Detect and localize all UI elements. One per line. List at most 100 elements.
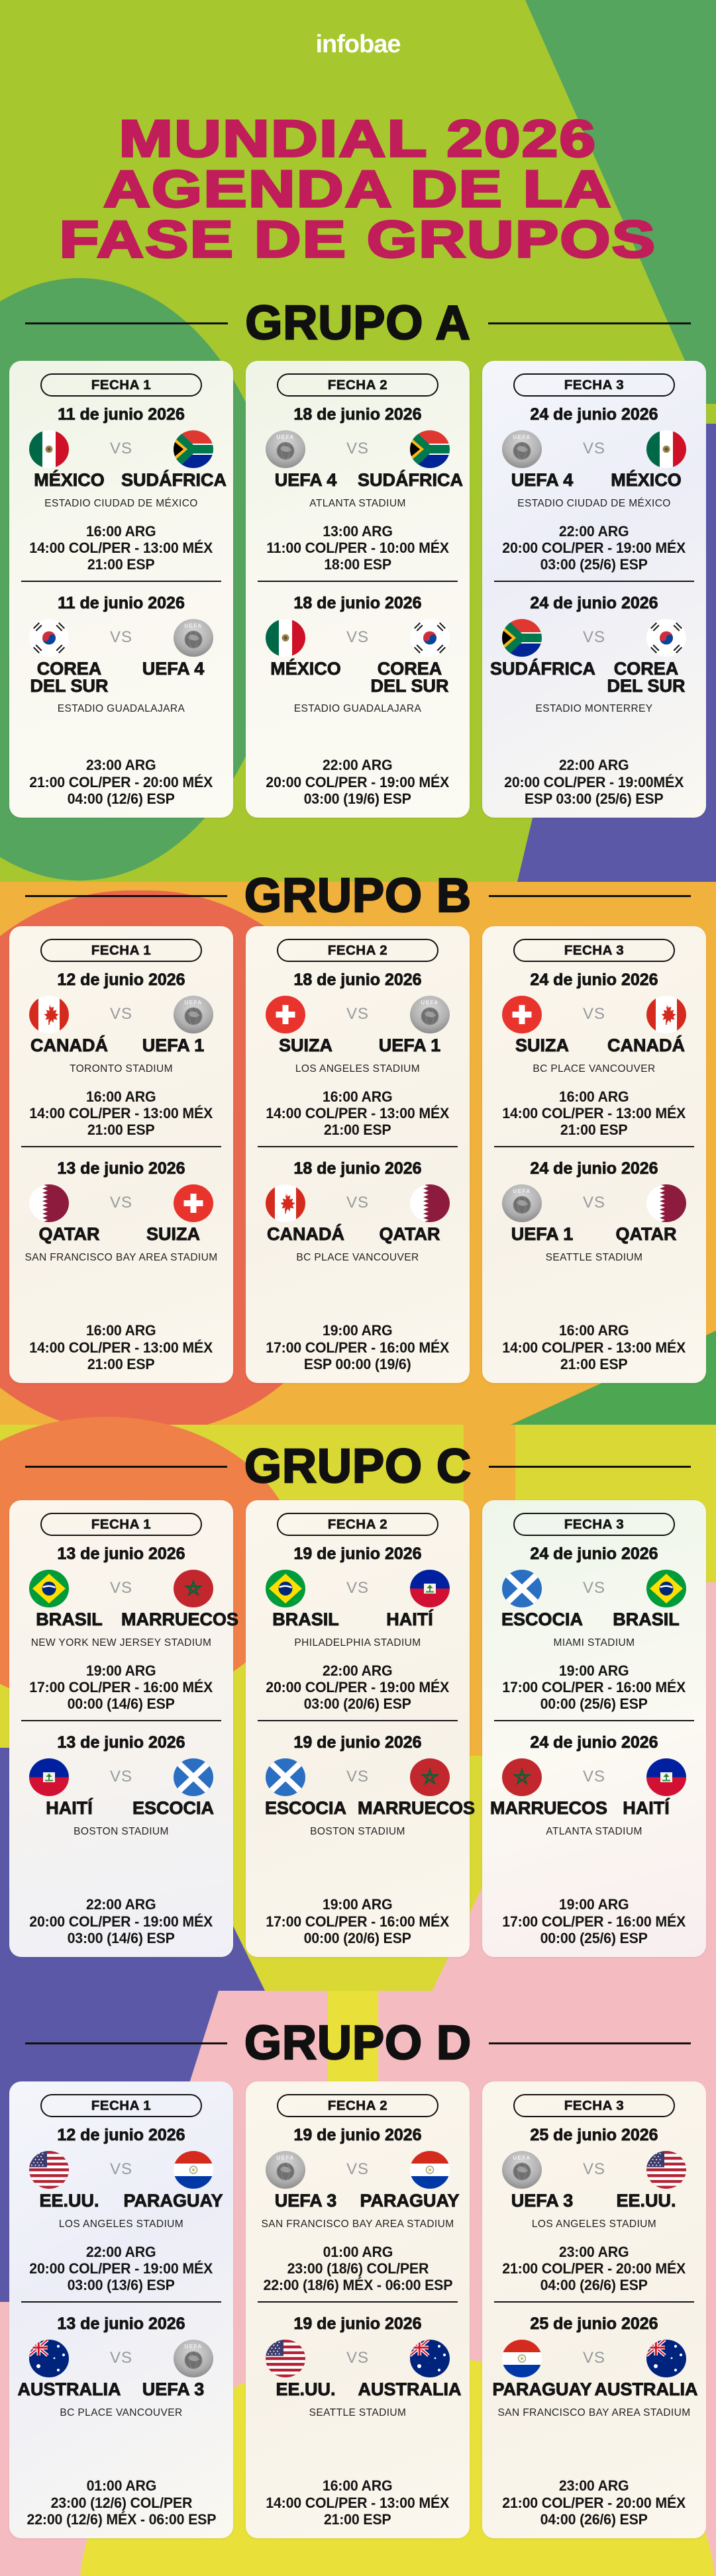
- time-line: 23:00 ARG: [559, 2477, 629, 2495]
- match-date: 24 de junio 2026: [530, 1733, 658, 1752]
- vs-label: VS: [109, 1768, 132, 1786]
- vs-label: VS: [346, 1194, 369, 1212]
- time-line: 22:00 ARG: [86, 2243, 156, 2260]
- team-name: ESCOCIA: [264, 1798, 347, 1819]
- time-line: 19:00 ARG: [86, 1662, 156, 1679]
- flag-australia-icon: [409, 2339, 450, 2377]
- flag-row: VS: [490, 2339, 698, 2377]
- time-line: 17:00 COL/PER - 16:00 MÉX: [502, 1678, 686, 1695]
- team-names: EE.UU. AUSTRALIA: [254, 2379, 462, 2400]
- time-line: 20:00 COL/PER - 19:00 MÉX: [266, 773, 450, 790]
- time-line: 16:00 ARG: [86, 1088, 156, 1105]
- fecha-label: FECHA 2: [327, 377, 388, 393]
- stadium-name: ATLANTA STADIUM: [309, 497, 406, 509]
- flag-canada-icon: [646, 995, 686, 1033]
- time-line: 20:00 COL/PER - 19:00 MÉX: [502, 539, 686, 556]
- team-name: AUSTRALIA: [358, 2379, 462, 2400]
- fecha-label: FECHA 1: [91, 2097, 152, 2113]
- stadium-name: TORONTO STADIUM: [70, 1063, 173, 1074]
- match-times: 16:00 ARG 14:00 COL/PER - 13:00 MÉX 21:0…: [30, 523, 213, 573]
- time-line: 22:00 (18/6) MÉX - 06:00 ESP: [263, 2277, 452, 2294]
- match-divider: [494, 1146, 694, 1148]
- flag-brazil-icon: [266, 1569, 305, 1607]
- flag-scotland-icon: [502, 1569, 542, 1607]
- time-line: 21:00 COL/PER - 20:00 MÉX: [29, 773, 213, 790]
- vs-label: VS: [582, 1005, 605, 1023]
- match-times: 01:00 ARG 23:00 (12/6) COL/PER 22:00 (12…: [26, 2477, 216, 2528]
- svg-text:UEFA: UEFA: [276, 434, 294, 440]
- time-line: 21:00 ESP: [324, 2510, 391, 2528]
- team-names: HAITÍ ESCOCIA: [17, 1799, 225, 1817]
- match: 12 de junio 2026 VS UEFA CANADÁ UEFA 1 T…: [17, 962, 225, 1138]
- match: 18 de junio 2026 VS UEFA SUIZA UEFA 1 LO…: [254, 962, 462, 1138]
- fecha-pill: FECHA 1: [40, 373, 202, 397]
- team-names: UEFA 4 SUDÁFRICA: [254, 471, 463, 489]
- flag-switzerland-icon: [502, 995, 542, 1033]
- match-times: 22:00 ARG 20:00 COL/PER - 19:00 MÉX 03:0…: [30, 1896, 213, 1946]
- time-line: 14:00 COL/PER - 13:00 MÉX: [266, 1104, 450, 1121]
- time-line: 14:00 COL/PER - 13:00 MÉX: [502, 1339, 686, 1356]
- match-times: 16:00 ARG 14:00 COL/PER - 13:00 MÉX 21:0…: [266, 1088, 450, 1139]
- team-name: UEFA 3: [274, 2191, 337, 2211]
- stadium-name: BC PLACE VANCOUVER: [60, 2407, 183, 2418]
- flag-mexico-icon: [646, 430, 686, 468]
- flag-brazil-icon: [646, 1569, 686, 1607]
- svg-text:UEFA: UEFA: [184, 1000, 202, 1006]
- flag-row: VS: [254, 1184, 462, 1222]
- stadium-name: ATLANTA STADIUM: [546, 1825, 642, 1837]
- time-line: 00:00 (25/6) ESP: [540, 1929, 648, 1946]
- flag-row: VS UEFA: [17, 618, 225, 657]
- team-name: CANADÁ: [30, 1035, 109, 1055]
- team-name: SUDÁFRICA: [121, 470, 227, 490]
- flag-row: VS: [490, 618, 698, 657]
- time-line: 17:00 COL/PER - 16:00 MÉX: [502, 1913, 686, 1930]
- team-name: MÉXICO: [34, 470, 105, 490]
- group-header: GRUPO B: [0, 869, 716, 923]
- match-times: 19:00 ARG 17:00 COL/PER - 16:00 MÉX ESP …: [266, 1322, 450, 1372]
- fecha-label: FECHA 3: [564, 377, 625, 393]
- team-names: MÉXICO COREA DEL SUR: [254, 659, 462, 695]
- time-line: ESP 03:00 (25/6) ESP: [525, 790, 664, 807]
- vs-label: VS: [582, 1768, 605, 1786]
- stadium-name: SEATTLE STADIUM: [545, 1251, 643, 1263]
- time-line: 21:00 COL/PER - 20:00 MÉX: [502, 2260, 686, 2277]
- fecha-pill: FECHA 1: [40, 1513, 202, 1536]
- time-line: 01:00 ARG: [323, 2243, 393, 2260]
- stadium-name: LOS ANGELES STADIUM: [295, 1063, 421, 1074]
- match-card: FECHA 3 24 de junio 2026 UEFA VS UEFA 4 …: [482, 361, 706, 818]
- time-line: 03:00 (19/6) ESP: [303, 790, 412, 807]
- flag-canada-icon: [266, 1184, 305, 1222]
- team-name: EE.UU.: [616, 2191, 676, 2211]
- svg-text:UEFA: UEFA: [513, 2155, 531, 2161]
- match-times: 01:00 ARG 23:00 (18/6) COL/PER 22:00 (18…: [263, 2244, 452, 2294]
- team-name: BRASIL: [613, 1609, 680, 1629]
- flag-switzerland-icon: [173, 1184, 213, 1222]
- flag-southafrica-icon: [502, 618, 542, 657]
- time-line: 22:00 (12/6) MÉX - 06:00 ESP: [26, 2510, 216, 2528]
- vs-label: VS: [346, 440, 369, 457]
- flag-mexico-icon: [29, 430, 69, 468]
- team-name: PARAGUAY: [360, 2191, 460, 2211]
- match-times: 16:00 ARG 14:00 COL/PER - 13:00 MÉX 21:0…: [266, 2477, 450, 2528]
- flag-mexico-icon: [266, 618, 305, 657]
- stadium-name: ESTADIO CIUDAD DE MÉXICO: [44, 497, 198, 509]
- match-times: 16:00 ARG 14:00 COL/PER - 13:00 MÉX 21:0…: [503, 1322, 686, 1372]
- vs-label: VS: [109, 628, 132, 647]
- team-names: SUDÁFRICA COREA DEL SUR: [490, 659, 698, 695]
- stadium-name: BOSTON STADIUM: [310, 1825, 405, 1837]
- time-line: 16:00 ARG: [559, 1322, 629, 1339]
- cards-row: FECHA 1 12 de junio 2026 VS UEFA CANADÁ …: [9, 926, 706, 1383]
- vs-label: VS: [346, 1005, 369, 1023]
- match: 19 de junio 2026 VS BRASIL HAITÍ PHILADE…: [254, 1536, 462, 1712]
- team-name: PARAGUAY: [492, 2379, 592, 2400]
- time-line: ESP 00:00 (19/6): [304, 1355, 411, 1372]
- team-name: CANADÁ: [267, 1224, 345, 1245]
- match: 24 de junio 2026 VS SUIZA CANADÁ BC PLAC…: [490, 962, 698, 1138]
- time-line: 04:00 (26/6) ESP: [540, 2277, 648, 2294]
- group-title: GRUPO C: [244, 1439, 472, 1494]
- team-name: HAITÍ: [386, 1609, 433, 1629]
- stadium-name: BOSTON STADIUM: [74, 1825, 169, 1837]
- match-times: 19:00 ARG 17:00 COL/PER - 16:00 MÉX 00:0…: [503, 1662, 686, 1713]
- page-title-line: AGENDA DE LA: [102, 160, 613, 218]
- match-card: FECHA 2 18 de junio 2026 VS UEFA SUIZA U…: [246, 926, 470, 1383]
